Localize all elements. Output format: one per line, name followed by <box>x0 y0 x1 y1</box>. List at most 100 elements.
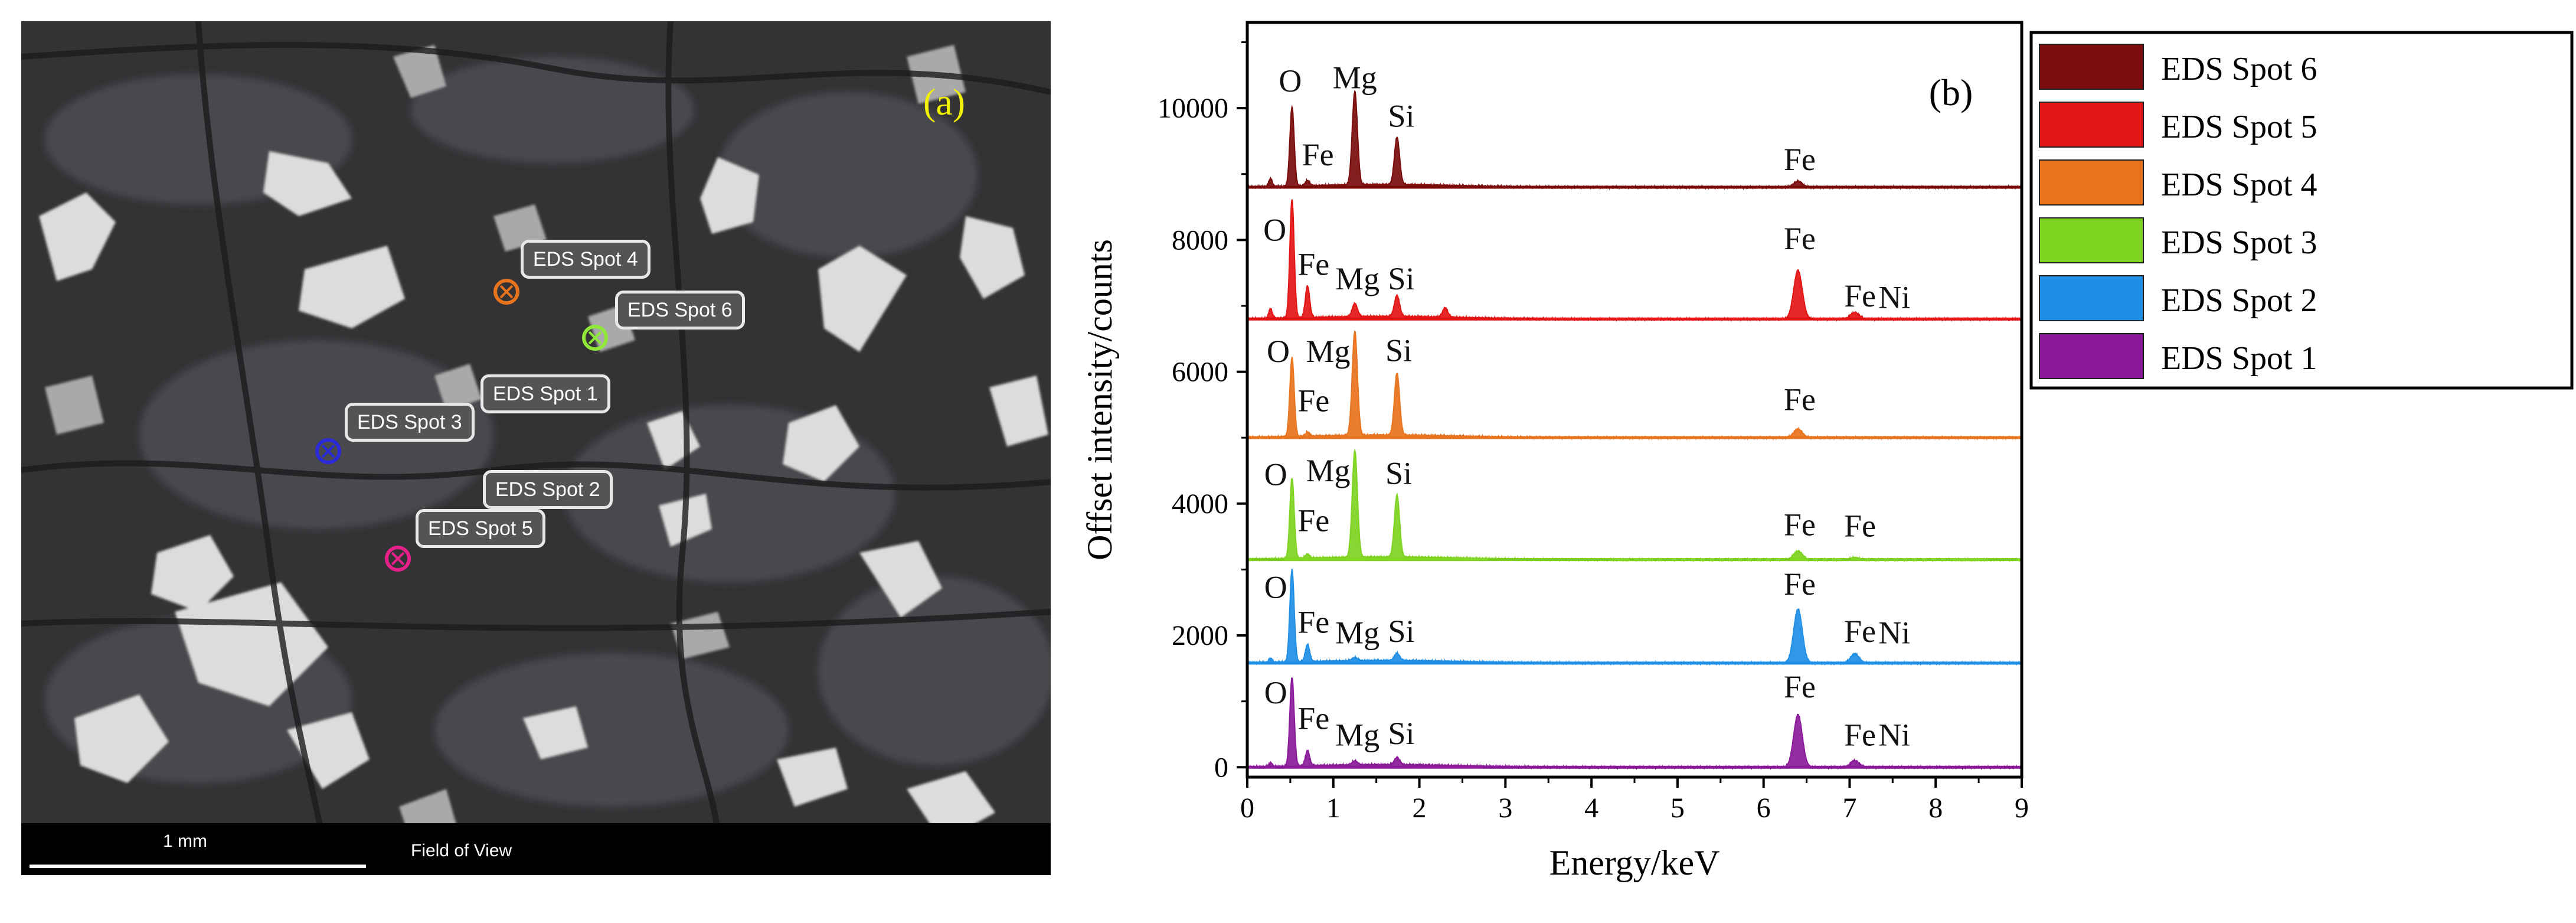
spot-5-label: EDS Spot 5 <box>416 509 545 548</box>
peak-label-fe: Fe <box>1302 137 1334 172</box>
x-tick-label: 7 <box>1842 792 1856 824</box>
legend-swatch <box>2039 159 2144 206</box>
peak-label-o: O <box>1264 675 1287 710</box>
spot-4-marker <box>493 279 519 305</box>
spot-5-marker <box>385 546 411 572</box>
spot-1-label: EDS Spot 1 <box>480 374 610 413</box>
y-tick-label: 10000 <box>1158 93 1228 124</box>
scale-label: 1 mm <box>163 831 207 851</box>
series-eds-spot-6 <box>1247 90 2022 191</box>
peak-label-fe: Fe <box>1784 566 1816 602</box>
peak-label-fe: Fe <box>1297 503 1329 539</box>
peak-label-mg: Mg <box>1306 334 1351 369</box>
y-tick-label: 6000 <box>1172 357 1228 388</box>
x-tick-label: 1 <box>1326 792 1341 824</box>
eds-spectra-panel: O Mg Si Fe Fe O Fe Mg Si Fe Fe Ni O Mg Si Fe Fe O Mg Si Fe Fe… <box>1063 0 2576 920</box>
spectrum-fill <box>1247 90 2022 191</box>
peak-label-si: Si <box>1388 261 1414 296</box>
legend-swatch <box>2039 102 2144 148</box>
x-tick-label: 2 <box>1413 792 1427 824</box>
legend-swatch <box>2039 44 2144 90</box>
x-tick-label: 9 <box>2015 792 2029 824</box>
peak-label-si: Si <box>1385 333 1412 368</box>
legend-label: EDS Spot 1 <box>2161 340 2317 377</box>
legend-label: EDS Spot 2 <box>2161 282 2317 319</box>
x-tick-label: 4 <box>1584 792 1598 824</box>
legend-box <box>2029 31 2574 390</box>
peak-label-o: O <box>1263 212 1286 247</box>
peak-label-fe: Fe <box>1297 383 1329 419</box>
peak-label-fe: Fe <box>1784 507 1816 542</box>
series-eds-spot-1 <box>1247 677 2022 771</box>
legend-label: EDS Spot 4 <box>2161 167 2317 203</box>
peak-label-si: Si <box>1388 716 1414 751</box>
panel-letter-b: (b) <box>1929 71 1973 113</box>
series-eds-spot-3 <box>1247 448 2022 563</box>
series-eds-spot-5 <box>1247 199 2022 322</box>
y-tick-label: 0 <box>1214 752 1228 783</box>
peak-label-fe: Fe <box>1844 717 1876 752</box>
peak-label-mg: Mg <box>1335 615 1379 650</box>
peak-label-fe: Fe <box>1844 614 1876 649</box>
peak-label-si: Si <box>1385 455 1412 491</box>
series-eds-spot-2 <box>1247 569 2022 666</box>
peak-label-si: Si <box>1388 614 1414 649</box>
legend: EDS Spot 6 EDS Spot 5 EDS Spot 4 EDS Spot 3… <box>2029 31 2574 390</box>
peak-label-ni: Ni <box>1878 279 1910 315</box>
peak-label-fe: Fe <box>1784 381 1816 417</box>
y-tick-label: 2000 <box>1172 620 1228 651</box>
x-tick-label: 5 <box>1671 792 1685 824</box>
peak-label-o: O <box>1267 334 1290 369</box>
y-axis-label: Offset intensity/counts <box>1080 239 1119 560</box>
peak-label-o: O <box>1264 457 1287 493</box>
spectrum-fill <box>1247 448 2022 563</box>
peak-label-mg: Mg <box>1306 453 1351 488</box>
series-eds-spot-4 <box>1247 330 2022 441</box>
peak-label-fe: Fe <box>1844 278 1876 314</box>
y-tick-label: 4000 <box>1172 488 1228 520</box>
x-axis-label: Energy/keV <box>1549 843 1720 882</box>
peak-label-si: Si <box>1388 98 1414 133</box>
x-tick-label: 3 <box>1498 792 1512 824</box>
legend-swatch <box>2039 275 2144 321</box>
x-tick-label: 8 <box>1928 792 1943 824</box>
legend-swatch <box>2039 217 2144 263</box>
peak-label-mg: Mg <box>1335 261 1379 296</box>
spot-6-marker <box>582 325 608 351</box>
spectrum-fill <box>1247 330 2022 441</box>
spot-6-label: EDS Spot 6 <box>615 291 745 330</box>
peak-label-fe: Fe <box>1297 701 1329 736</box>
peak-label-fe: Fe <box>1844 508 1876 544</box>
legend-label: EDS Spot 5 <box>2161 109 2317 145</box>
legend-swatch <box>2039 333 2144 379</box>
peak-label-ni: Ni <box>1878 717 1910 752</box>
y-tick-label: 8000 <box>1172 224 1228 256</box>
peak-label-fe: Fe <box>1784 221 1816 256</box>
spot-3-label: EDS Spot 3 <box>345 403 475 442</box>
peak-label-mg: Mg <box>1335 717 1379 752</box>
x-tick-label: 0 <box>1240 792 1254 824</box>
x-tick-label: 6 <box>1757 792 1771 824</box>
sem-image-panel: (a) EDS Spot 4 EDS Spot 6 EDS Spot 1 EDS… <box>21 21 1051 875</box>
panel-letter-a: (a) <box>923 81 966 123</box>
peak-label-o: O <box>1279 63 1302 99</box>
peak-label-mg: Mg <box>1333 60 1377 96</box>
scale-bar: 1 mm Field of View <box>21 823 1051 875</box>
peak-label-fe: Fe <box>1784 669 1816 705</box>
peak-label-fe: Fe <box>1297 605 1329 640</box>
spot-2-label: EDS Spot 2 <box>483 470 613 509</box>
spot-3-marker <box>315 438 341 464</box>
peak-label-ni: Ni <box>1878 615 1910 650</box>
spot-4-label: EDS Spot 4 <box>521 240 650 279</box>
peak-label-fe: Fe <box>1784 142 1816 177</box>
peak-label-o: O <box>1264 569 1287 605</box>
legend-label: EDS Spot 6 <box>2161 51 2317 87</box>
peak-label-fe: Fe <box>1297 246 1329 282</box>
sem-micrograph <box>21 21 1051 875</box>
field-of-view-label: Field of View <box>411 841 512 860</box>
scale-line <box>30 865 366 868</box>
axes: 0 1 2 3 4 5 6 7 8 9 0 2000 4000 6000 8000 10000 Energy/k… <box>1080 21 2029 882</box>
legend-label: EDS Spot 3 <box>2161 224 2317 261</box>
